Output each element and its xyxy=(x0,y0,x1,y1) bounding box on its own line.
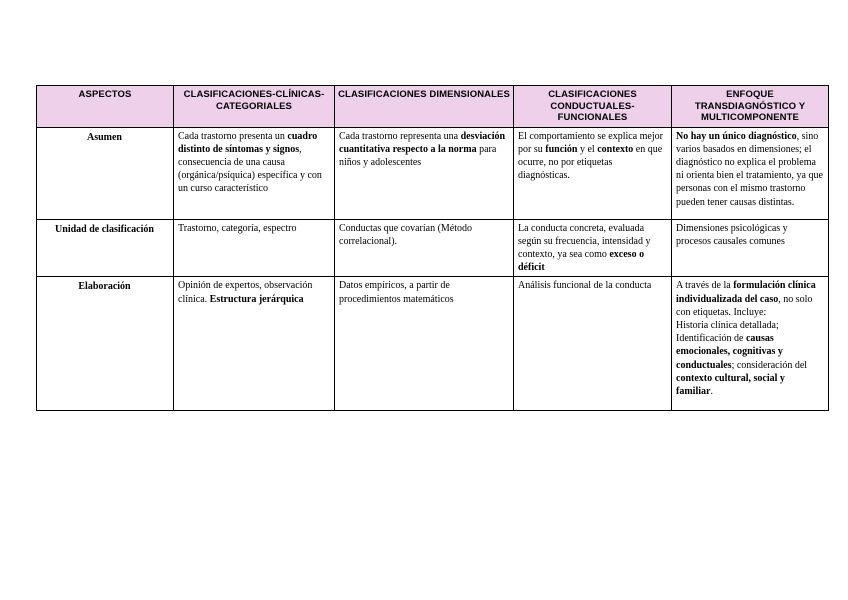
data-cell: Cada trastorno representa una desviación… xyxy=(334,126,514,220)
cell-text-bold: No hay un único diagnóstico xyxy=(676,130,797,142)
cell-text: , sino varios basados en dimensiones; el… xyxy=(676,130,826,208)
cell-text-bold: cuadro distinto de síntomas y signos xyxy=(178,130,320,155)
data-cell: El comportamiento se explica mejor por s… xyxy=(513,126,672,220)
header-row: ASPECTOS CLASIFICACIONES-CLÍNICAS-CATEGOR… xyxy=(36,85,829,128)
cell-text: Cada trastorno presenta un xyxy=(178,130,288,142)
cell-text: ; consideración del xyxy=(731,359,810,371)
cell-text-bold: desviación cuantitativa respecto a la no… xyxy=(339,130,508,155)
data-cell: Opinión de expertos, observación clínica… xyxy=(173,276,335,412)
column-header-0: ASPECTOS xyxy=(36,85,174,128)
cell-text: El comportamiento se explica mejor por s… xyxy=(518,130,666,155)
cell-text-bold: función xyxy=(545,143,578,155)
aspect-cell: Unidad de clasificación xyxy=(36,218,174,278)
comparison-table: ASPECTOS CLASIFICACIONES-CLÍNICAS-CATEGOR… xyxy=(36,85,829,412)
cell-text-bold: Estructura jerárquica xyxy=(209,293,304,305)
column-header-2: CLASIFICACIONES DIMENSIONALES xyxy=(334,85,514,128)
cell-text: en que ocurre, no por etiquetas diagnóst… xyxy=(518,143,665,182)
data-cell: La conducta concreta, evaluada según su … xyxy=(513,218,672,278)
cell-text: Dimensiones psicológicas y procesos caus… xyxy=(676,222,791,247)
cell-text: Análisis funcional de la conducta xyxy=(518,280,652,292)
cell-text: . xyxy=(710,385,713,397)
data-cell: Datos empíricos, a partir de procedimien… xyxy=(334,276,514,412)
cell-text: Cada trastorno representa una xyxy=(339,130,461,142)
data-cell: No hay un único diagnóstico, sino varios… xyxy=(671,126,829,220)
data-cell: Cada trastorno presenta un cuadro distin… xyxy=(173,126,335,220)
cell-text: para niños y adolescentes xyxy=(339,143,499,168)
cell-text: Conductas que covarían (Método correlaci… xyxy=(339,222,475,247)
data-cell: Análisis funcional de la conducta xyxy=(513,276,672,412)
cell-text-bold: formulación clínica individualizada del … xyxy=(676,280,819,305)
column-header-4: ENFOQUE TRANSDIAGNÓSTICO Y MULTICOMPONEN… xyxy=(671,85,829,128)
data-cell: A través de la formulación clínica indiv… xyxy=(671,276,829,412)
cell-text: Datos empíricos, a partir de procedimien… xyxy=(339,280,454,305)
data-cell: Dimensiones psicológicas y procesos caus… xyxy=(671,218,829,278)
cell-text: , consecuencia de una causa (orgánica/ps… xyxy=(178,143,325,195)
table-row: Unidad de clasificación Trastorno, catego… xyxy=(36,218,829,278)
cell-text-bold: exceso o déficit xyxy=(518,248,647,274)
cell-text: y el xyxy=(577,143,598,155)
data-cell: Trastorno, categoría, espectro xyxy=(173,218,335,278)
cell-text: Trastorno, categoría, espectro xyxy=(178,222,297,234)
cell-text: La conducta concreta, evaluada según su … xyxy=(518,222,653,260)
data-cell: Conductas que covarían (Método correlaci… xyxy=(334,218,514,278)
table-body: Asumen Cada trastorno presenta un cuadro … xyxy=(36,126,829,412)
cell-text-bold: contexto cultural, social y familiar xyxy=(676,372,788,397)
column-header-3: CLASIFICACIONES CONDUCTUALES-FUNCIONALES xyxy=(513,85,672,128)
document-page: ASPECTOS CLASIFICACIONES-CLÍNICAS-CATEGOR… xyxy=(36,85,829,412)
table-row: Asumen Cada trastorno presenta un cuadro … xyxy=(36,126,829,220)
cell-text-bold: causas emocionales, cognitivas y conduct… xyxy=(676,333,786,371)
column-header-1: CLASIFICACIONES-CLÍNICAS-CATEGORIALES xyxy=(173,85,335,128)
cell-text: Opinión de expertos, observación clínica… xyxy=(178,280,315,305)
aspect-cell: Elaboración xyxy=(36,276,174,412)
aspect-cell: Asumen xyxy=(36,126,174,220)
cell-text: A través de la xyxy=(676,280,734,292)
cell-text-bold: contexto xyxy=(597,143,634,155)
cell-text: , no solo con etiquetas. Incluye: Histor… xyxy=(676,293,813,345)
table-row: Elaboración Opinión de expertos, observac… xyxy=(36,276,829,412)
